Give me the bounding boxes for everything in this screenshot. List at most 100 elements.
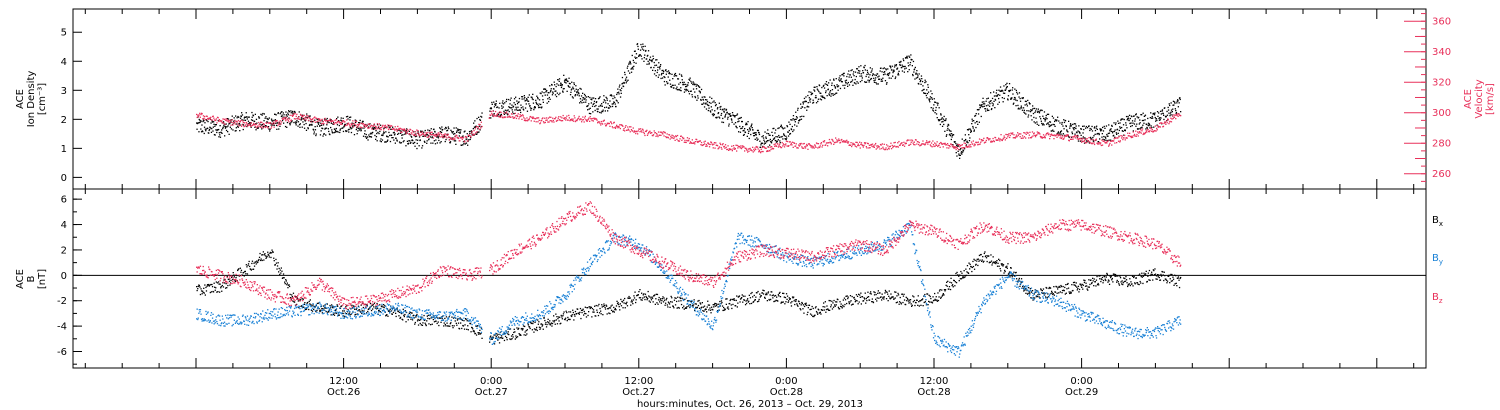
density-point	[236, 117, 238, 119]
velocity-point	[597, 122, 599, 124]
velocity-point	[317, 118, 320, 120]
density-point	[870, 78, 872, 80]
velocity-point	[823, 141, 825, 143]
bx-point	[595, 315, 597, 317]
velocity-point	[240, 125, 243, 127]
density-point	[728, 113, 731, 116]
bx-point	[580, 309, 583, 311]
velocity-point	[739, 147, 741, 149]
bottom-data-marks	[196, 201, 1182, 358]
velocity-point	[954, 146, 957, 148]
velocity-point	[858, 144, 860, 147]
bx-point	[232, 278, 234, 281]
velocity-point	[522, 114, 524, 116]
velocity-point	[1176, 114, 1178, 117]
density-point	[393, 131, 395, 133]
density-point	[572, 88, 575, 90]
density-point	[1082, 136, 1084, 138]
density-point	[608, 105, 611, 107]
velocity-point	[666, 133, 668, 135]
bx-point	[532, 322, 534, 325]
density-point	[460, 129, 462, 131]
bx-point	[210, 283, 212, 286]
density-point	[651, 59, 653, 61]
velocity-point	[629, 126, 631, 128]
velocity-point	[454, 136, 457, 138]
density-point	[686, 85, 688, 88]
velocity-point	[379, 127, 382, 129]
velocity-point	[1164, 122, 1166, 124]
density-point	[388, 131, 390, 134]
density-point	[261, 114, 263, 116]
density-point	[496, 115, 498, 117]
density-point	[1022, 97, 1024, 100]
density-point	[1015, 89, 1017, 92]
density-point	[855, 83, 857, 85]
bx-point	[458, 328, 461, 330]
velocity-point	[670, 137, 673, 139]
velocity-point	[613, 121, 615, 123]
bx-point	[240, 271, 242, 273]
density-point	[478, 125, 480, 127]
density-point	[1080, 128, 1082, 130]
density-point	[797, 107, 799, 109]
density-point	[417, 132, 420, 134]
density-point	[792, 115, 795, 117]
density-point	[202, 130, 204, 133]
velocity-point	[390, 125, 392, 127]
density-point	[1071, 133, 1074, 135]
velocity-point	[763, 146, 765, 148]
velocity-point	[277, 125, 279, 127]
density-point	[735, 126, 737, 128]
velocity-point	[457, 137, 459, 139]
velocity-point	[1066, 135, 1069, 137]
velocity-point	[436, 133, 438, 135]
velocity-point	[223, 122, 225, 124]
density-point	[373, 128, 375, 130]
velocity-point	[478, 123, 480, 125]
velocity-point	[295, 115, 297, 117]
density-point	[821, 86, 823, 89]
density-point	[725, 109, 727, 111]
bx-point	[373, 302, 375, 305]
density-point	[801, 106, 804, 108]
density-point	[239, 130, 241, 132]
bx-point	[200, 288, 202, 290]
density-point	[585, 99, 587, 101]
density-point	[350, 128, 352, 130]
velocity-point	[566, 119, 569, 121]
bx-point	[550, 323, 552, 325]
density-point	[295, 124, 297, 126]
density-point	[993, 100, 995, 102]
velocity-point	[659, 131, 661, 133]
velocity-point	[918, 143, 920, 146]
density-point	[347, 115, 349, 118]
density-point	[882, 77, 884, 79]
density-point	[1104, 127, 1106, 129]
density-point	[738, 131, 740, 133]
density-point	[279, 125, 281, 127]
velocity-point	[781, 141, 783, 144]
density-point	[415, 139, 417, 141]
bx-point	[556, 323, 559, 325]
velocity-point	[349, 125, 351, 127]
velocity-point	[894, 145, 896, 147]
density-point	[648, 63, 650, 65]
density-point	[764, 142, 767, 144]
density-point	[1147, 117, 1149, 120]
bx-point	[538, 326, 541, 328]
density-point	[878, 78, 880, 80]
density-point	[914, 78, 916, 80]
density-point	[264, 125, 267, 127]
bx-point	[537, 323, 539, 325]
velocity-point	[545, 119, 547, 121]
bx-point	[456, 319, 459, 321]
density-point	[1021, 97, 1023, 99]
bx-point	[446, 322, 448, 324]
density-point	[544, 88, 546, 90]
density-point	[646, 58, 648, 60]
velocity-point	[549, 120, 551, 122]
velocity-point	[297, 118, 299, 120]
density-point	[926, 89, 928, 91]
density-point	[584, 95, 586, 97]
